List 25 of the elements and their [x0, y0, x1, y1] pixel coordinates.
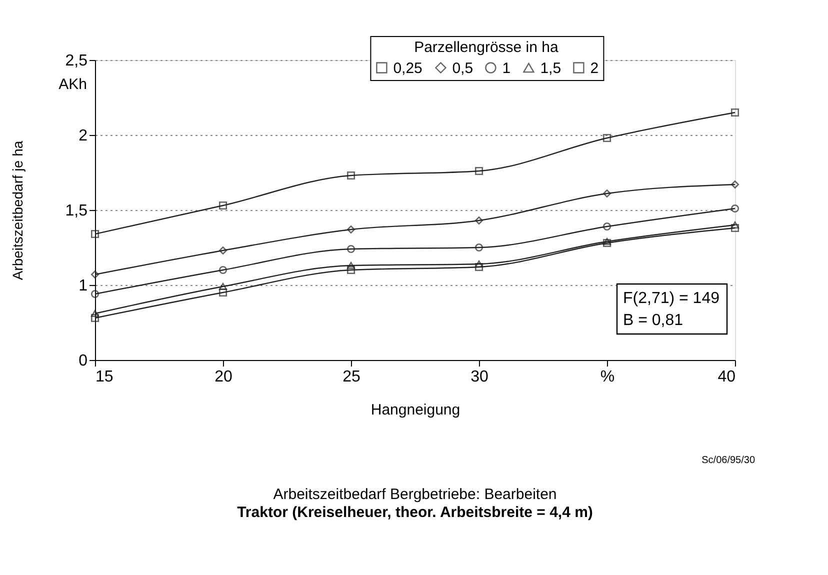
legend-title: Parzellengrösse in ha [414, 39, 559, 56]
text: Arbeitszeitbedarf Bergbetriebe: Bearbeiten [273, 486, 557, 503]
y-tick-label: 2 [78, 128, 88, 144]
x-axis-title: Hangneigung [370, 402, 460, 418]
y-tick-label: 1 [78, 278, 88, 294]
y-tick-label: 0 [78, 352, 88, 370]
y-tick-label: 1,5 [65, 202, 88, 220]
x-tick-label: 20 [214, 368, 232, 386]
legend-label: 1 [502, 60, 511, 77]
legend-label: 0,25 [393, 60, 422, 77]
annotation: B = 0,81 [623, 312, 684, 329]
legend-label: 1,5 [540, 60, 562, 77]
y-axis-title: Arbeitszeitbedarf je ha [9, 140, 26, 280]
annotation: F(2,71) = 149 [623, 290, 720, 307]
text: Traktor (Kreiselheuer, theor. Arbeitsbreite = 4,4 m) [237, 504, 593, 521]
x-tick-label: 15 [96, 368, 114, 386]
x-tick-label: 30 [470, 368, 488, 386]
x-tick-label: % [600, 368, 615, 386]
legend-label: 2 [590, 60, 599, 77]
legend-label: 0,5 [452, 60, 474, 77]
text: AKh [58, 76, 87, 93]
x-tick-label: 25 [342, 368, 360, 386]
text: Sc/06/95/30 [702, 455, 756, 466]
x-tick-label: 40 [718, 368, 736, 386]
y-tick-label: 2,5 [65, 52, 88, 70]
